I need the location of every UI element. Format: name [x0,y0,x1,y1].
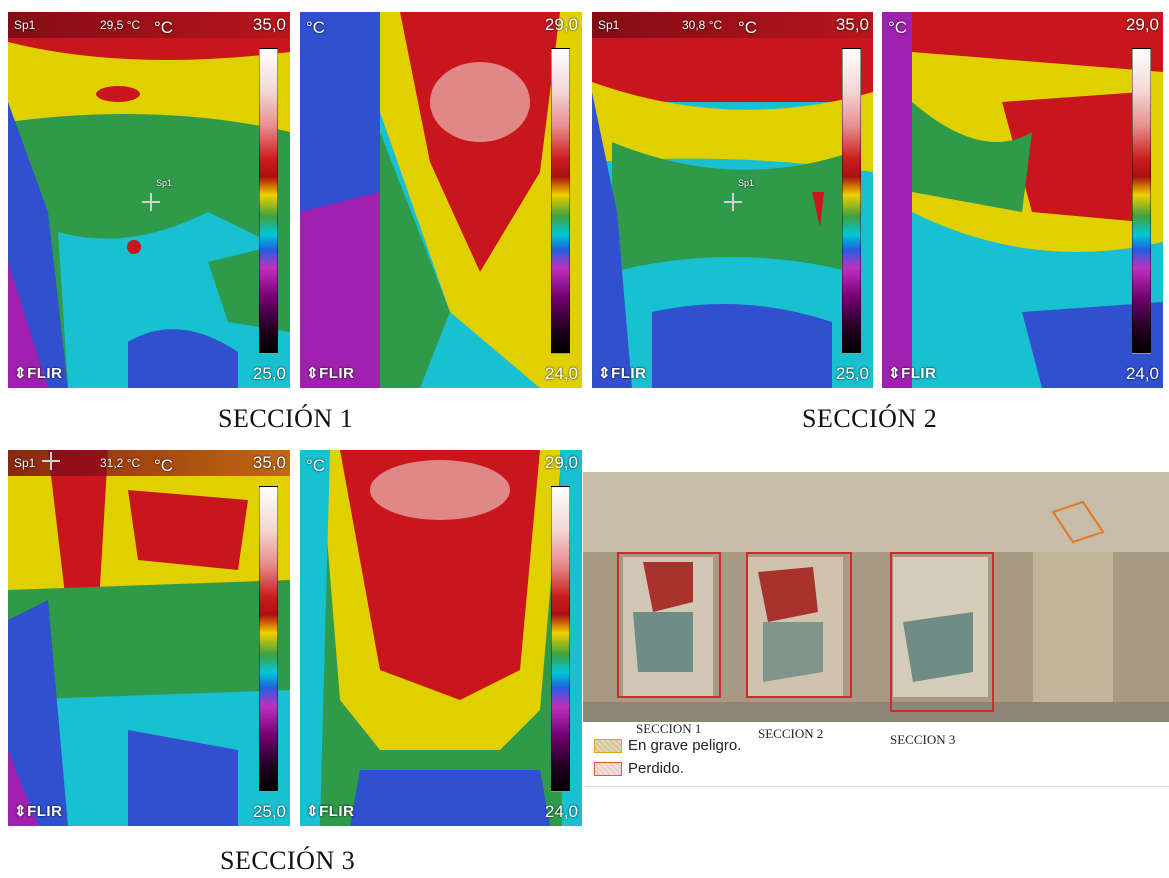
spot-label: Sp1 [598,18,620,32]
scale-min-value: 24,0 [544,802,578,821]
thermal-image-section3-b: °C 29,0 24,0 ⇕FLIR [300,450,582,826]
flir-icon: ⇕ [888,365,902,382]
legend-swatch-lost [594,761,622,776]
unit-label: °C [738,18,758,37]
flir-logo: ⇕FLIR [888,365,937,382]
flir-icon: ⇕ [306,803,320,820]
scale-max-value: 29,0 [544,15,578,34]
scale-min-value: 25,0 [835,364,869,383]
color-scale-bar [259,48,278,354]
legend-swatch-danger [594,738,622,753]
scale-max-value: 29,0 [544,453,578,472]
flir-icon: ⇕ [14,803,28,820]
color-scale-bar [1132,48,1151,354]
scale-max-value: 35,0 [252,453,286,472]
crosshair-label: Sp1 [156,178,173,188]
unit-label: °C [306,18,326,37]
wall-photo-image [583,472,1169,722]
flir-logo: ⇕FLIR [598,365,647,382]
flir-icon: ⇕ [306,365,320,382]
spot-temperature: 29,5 °C [100,18,141,32]
flir-icon: ⇕ [14,365,28,382]
legend-label: Perdido. [628,760,684,777]
flir-logo: ⇕FLIR [306,803,355,820]
color-scale-bar [551,48,570,354]
legend-label: En grave peligro. [628,737,742,754]
wall-photograph [583,472,1169,722]
spot-crosshair-icon [42,452,60,470]
legend-item-en-grave-peligro: En grave peligro. [594,737,741,754]
temperature-topbar [8,12,290,38]
section-box-2 [746,552,852,698]
unit-label: °C [154,18,174,37]
spot-temperature: 30,8 °C [682,18,723,32]
crosshair-label: Sp1 [738,178,755,188]
legend-item-perdido: Perdido. [594,760,684,777]
spot-crosshair-icon [724,193,742,211]
color-scale-bar [842,48,861,354]
scale-max-value: 29,0 [1125,15,1159,34]
unit-label: °C [306,456,326,475]
photo-label-seccion-3: SECCION 3 [890,732,956,747]
scale-min-value: 24,0 [1125,364,1159,383]
flir-logo: ⇕FLIR [306,365,355,382]
scale-max-value: 35,0 [835,15,869,34]
photo-label-seccion-1: SECCION 1 [636,721,702,736]
spot-temperature: 31,2 °C [100,456,141,470]
unit-label: °C [888,18,908,37]
thermal-image-section1-a: Sp1 29,5 °C °C 35,0 25,0 ⇕FLIR Sp1 [8,12,290,388]
color-scale-bar [551,486,570,792]
temperature-topbar [592,12,873,38]
thermal-heatmap [300,12,582,388]
section-box-1 [617,552,721,698]
thermal-image-section2-a: Sp1 30,8 °C °C 35,0 25,0 ⇕FLIR Sp1 [592,12,873,388]
divider-line [583,786,1169,787]
flir-logo: ⇕FLIR [14,803,63,820]
thermal-heatmap [300,450,582,826]
thermal-heatmap [8,450,290,826]
temperature-topbar [8,450,290,476]
flir-icon: ⇕ [598,365,612,382]
caption-seccion-1: SECCIÓN 1 [218,404,354,433]
thermal-image-section2-b: °C 29,0 24,0 ⇕FLIR [882,12,1163,388]
spot-label: Sp1 [14,456,36,470]
thermal-heatmap [882,12,1163,388]
scale-min-value: 25,0 [252,364,286,383]
scale-min-value: 24,0 [544,364,578,383]
spot-crosshair-icon [142,193,160,211]
flir-logo: ⇕FLIR [14,365,63,382]
caption-seccion-2: SECCIÓN 2 [802,404,938,433]
caption-seccion-3: SECCIÓN 3 [220,846,356,875]
scale-max-value: 35,0 [252,15,286,34]
color-scale-bar [259,486,278,792]
spot-label: Sp1 [14,18,36,32]
section-box-3 [890,552,994,712]
thermal-image-section3-a: Sp1 31,2 °C °C 35,0 25,0 ⇕FLIR [8,450,290,826]
unit-label: °C [154,456,174,475]
scale-min-value: 25,0 [252,802,286,821]
photo-label-seccion-2: SECCION 2 [758,726,824,741]
thermal-image-section1-b: °C 29,0 24,0 ⇕FLIR [300,12,582,388]
